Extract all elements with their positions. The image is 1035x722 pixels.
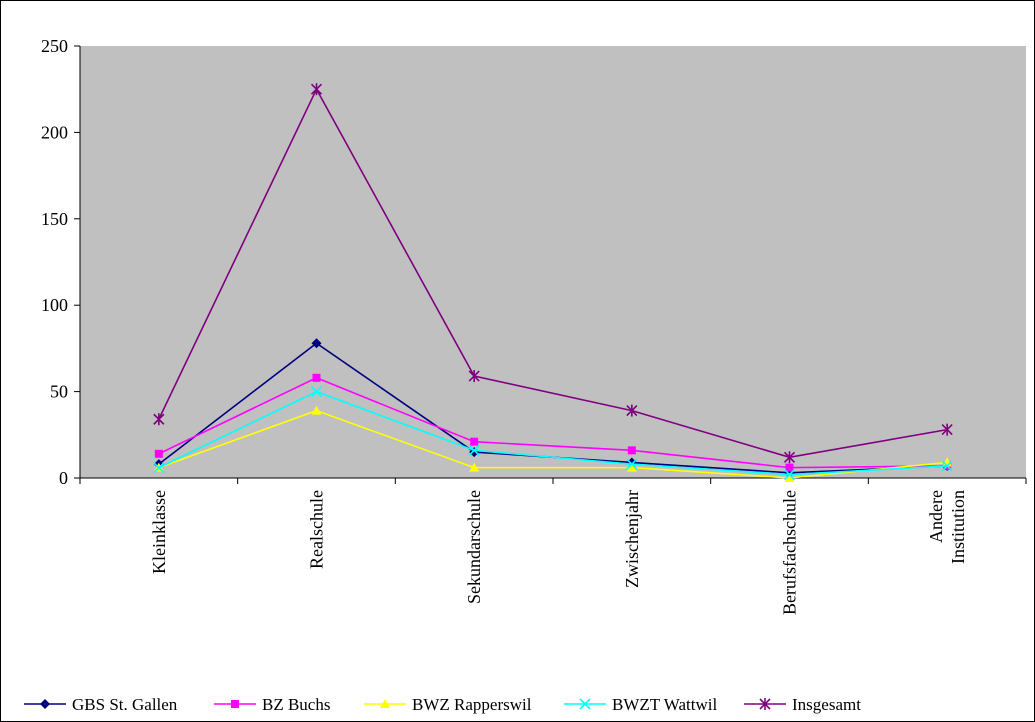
series-line bbox=[158, 390, 948, 476]
x-tick-label: Institution bbox=[948, 490, 968, 564]
data-point bbox=[783, 451, 796, 464]
x-tick-label-group: Zwischenjahr bbox=[622, 490, 642, 588]
data-point bbox=[310, 83, 323, 96]
legend-label: Insgesamt bbox=[792, 695, 861, 714]
legend-label: BZ Buchs bbox=[262, 695, 330, 714]
data-point bbox=[626, 404, 638, 417]
data-point bbox=[579, 698, 591, 710]
axes: 0 50 100 150 200 250 Kleinklasse Realschule Seku… bbox=[41, 36, 1027, 615]
x-tick-label-group: Kleinklasse bbox=[149, 490, 169, 574]
x-tick-label-group: Sekundarschule bbox=[464, 490, 484, 604]
data-point bbox=[380, 699, 390, 708]
legend-item: BZ Buchs bbox=[214, 695, 330, 714]
x-tick-label: Andere bbox=[926, 490, 946, 543]
data-point bbox=[153, 462, 165, 474]
x-tick-label-group: Berufsfachschule bbox=[780, 490, 800, 615]
data-point bbox=[231, 700, 239, 708]
y-tick-label: 150 bbox=[41, 209, 68, 229]
data-point bbox=[469, 462, 480, 472]
plot-area bbox=[80, 46, 1026, 478]
data-point bbox=[153, 413, 165, 426]
legend-label: GBS St. Gallen bbox=[72, 695, 178, 714]
series-line bbox=[158, 376, 948, 469]
data-point bbox=[470, 437, 479, 446]
x-tick-label: Realschule bbox=[307, 490, 327, 569]
legend-label: BWZT Wattwil bbox=[612, 695, 717, 714]
data-point bbox=[759, 698, 771, 710]
data-point bbox=[626, 462, 637, 472]
x-tick-label: Sekundarschule bbox=[464, 490, 484, 604]
y-tick-label: 100 bbox=[41, 295, 68, 315]
data-point bbox=[312, 373, 321, 382]
data-point bbox=[468, 370, 480, 383]
series-line bbox=[158, 87, 948, 459]
legend: GBS St. Gallen BZ Buchs BWZ Rapperswil BWZT… bbox=[24, 695, 861, 714]
data-point bbox=[941, 423, 953, 436]
data-point bbox=[310, 386, 323, 398]
legend-item: Insgesamt bbox=[744, 695, 861, 714]
data-point bbox=[784, 473, 795, 482]
data-point bbox=[785, 463, 794, 472]
y-tick-label: 250 bbox=[41, 36, 68, 56]
data-point bbox=[311, 338, 322, 349]
data-point bbox=[626, 458, 638, 470]
y-tick-label: 0 bbox=[59, 468, 68, 488]
y-tick-label: 50 bbox=[50, 382, 68, 402]
legend-label: BWZ Rapperswil bbox=[412, 695, 532, 714]
series-line bbox=[158, 409, 948, 479]
data-point bbox=[783, 468, 796, 481]
x-tick-label: Berufsfachschule bbox=[780, 490, 800, 615]
data-point bbox=[941, 460, 953, 472]
x-tick-label-group: Realschule bbox=[307, 490, 327, 569]
legend-item: GBS St. Gallen bbox=[24, 695, 178, 714]
data-point bbox=[627, 446, 636, 455]
data-point bbox=[40, 699, 50, 709]
y-tick-label: 200 bbox=[41, 122, 68, 142]
x-tick-label: Zwischenjahr bbox=[622, 490, 642, 588]
x-tick-label-group: Andere Institution bbox=[926, 490, 968, 564]
series-layer bbox=[153, 83, 953, 482]
x-tick-label: Kleinklasse bbox=[149, 490, 169, 574]
legend-item: BWZT Wattwil bbox=[564, 695, 717, 714]
data-point bbox=[311, 405, 322, 415]
data-point bbox=[468, 444, 480, 456]
series-insgesamt bbox=[153, 83, 953, 464]
series-bwzt-wattwil bbox=[153, 386, 953, 481]
legend-item: BWZ Rapperswil bbox=[364, 695, 532, 714]
data-point bbox=[154, 449, 163, 458]
